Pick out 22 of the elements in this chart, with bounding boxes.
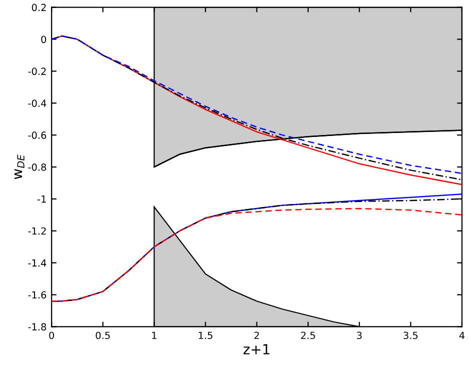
x-axis-title: z+1	[243, 344, 270, 354]
x-tick-label: 3.5	[404, 332, 418, 340]
y-tick-label: -1.4	[28, 259, 46, 266]
x-tick-label: 0	[49, 332, 54, 340]
y-tick-label: 0	[41, 36, 46, 44]
x-tick-label: 0.5	[96, 332, 110, 340]
x-tick-label: 1	[152, 332, 156, 339]
x-tick-label: 3	[357, 332, 362, 340]
y-tick-label: -1.2	[28, 227, 46, 235]
y-tick-label: -0.2	[28, 68, 46, 76]
y-tick-label: -1	[38, 196, 46, 203]
y-tick-label: 0.2	[32, 4, 46, 12]
y-axis-title: w$_{DE}$	[14, 154, 24, 180]
x-tick-label: 2.5	[301, 332, 315, 340]
x-tick-label: 1.5	[198, 332, 212, 340]
x-tick-label: 2	[254, 332, 259, 339]
y-tick-label: -0.8	[28, 163, 46, 171]
y-tick-label: -1.8	[28, 323, 46, 331]
y-tick-label: -0.6	[28, 132, 46, 139]
x-tick-label: 4	[459, 332, 465, 339]
y-tick-label: -0.4	[28, 100, 46, 107]
y-tick-label: -1.6	[28, 291, 46, 299]
